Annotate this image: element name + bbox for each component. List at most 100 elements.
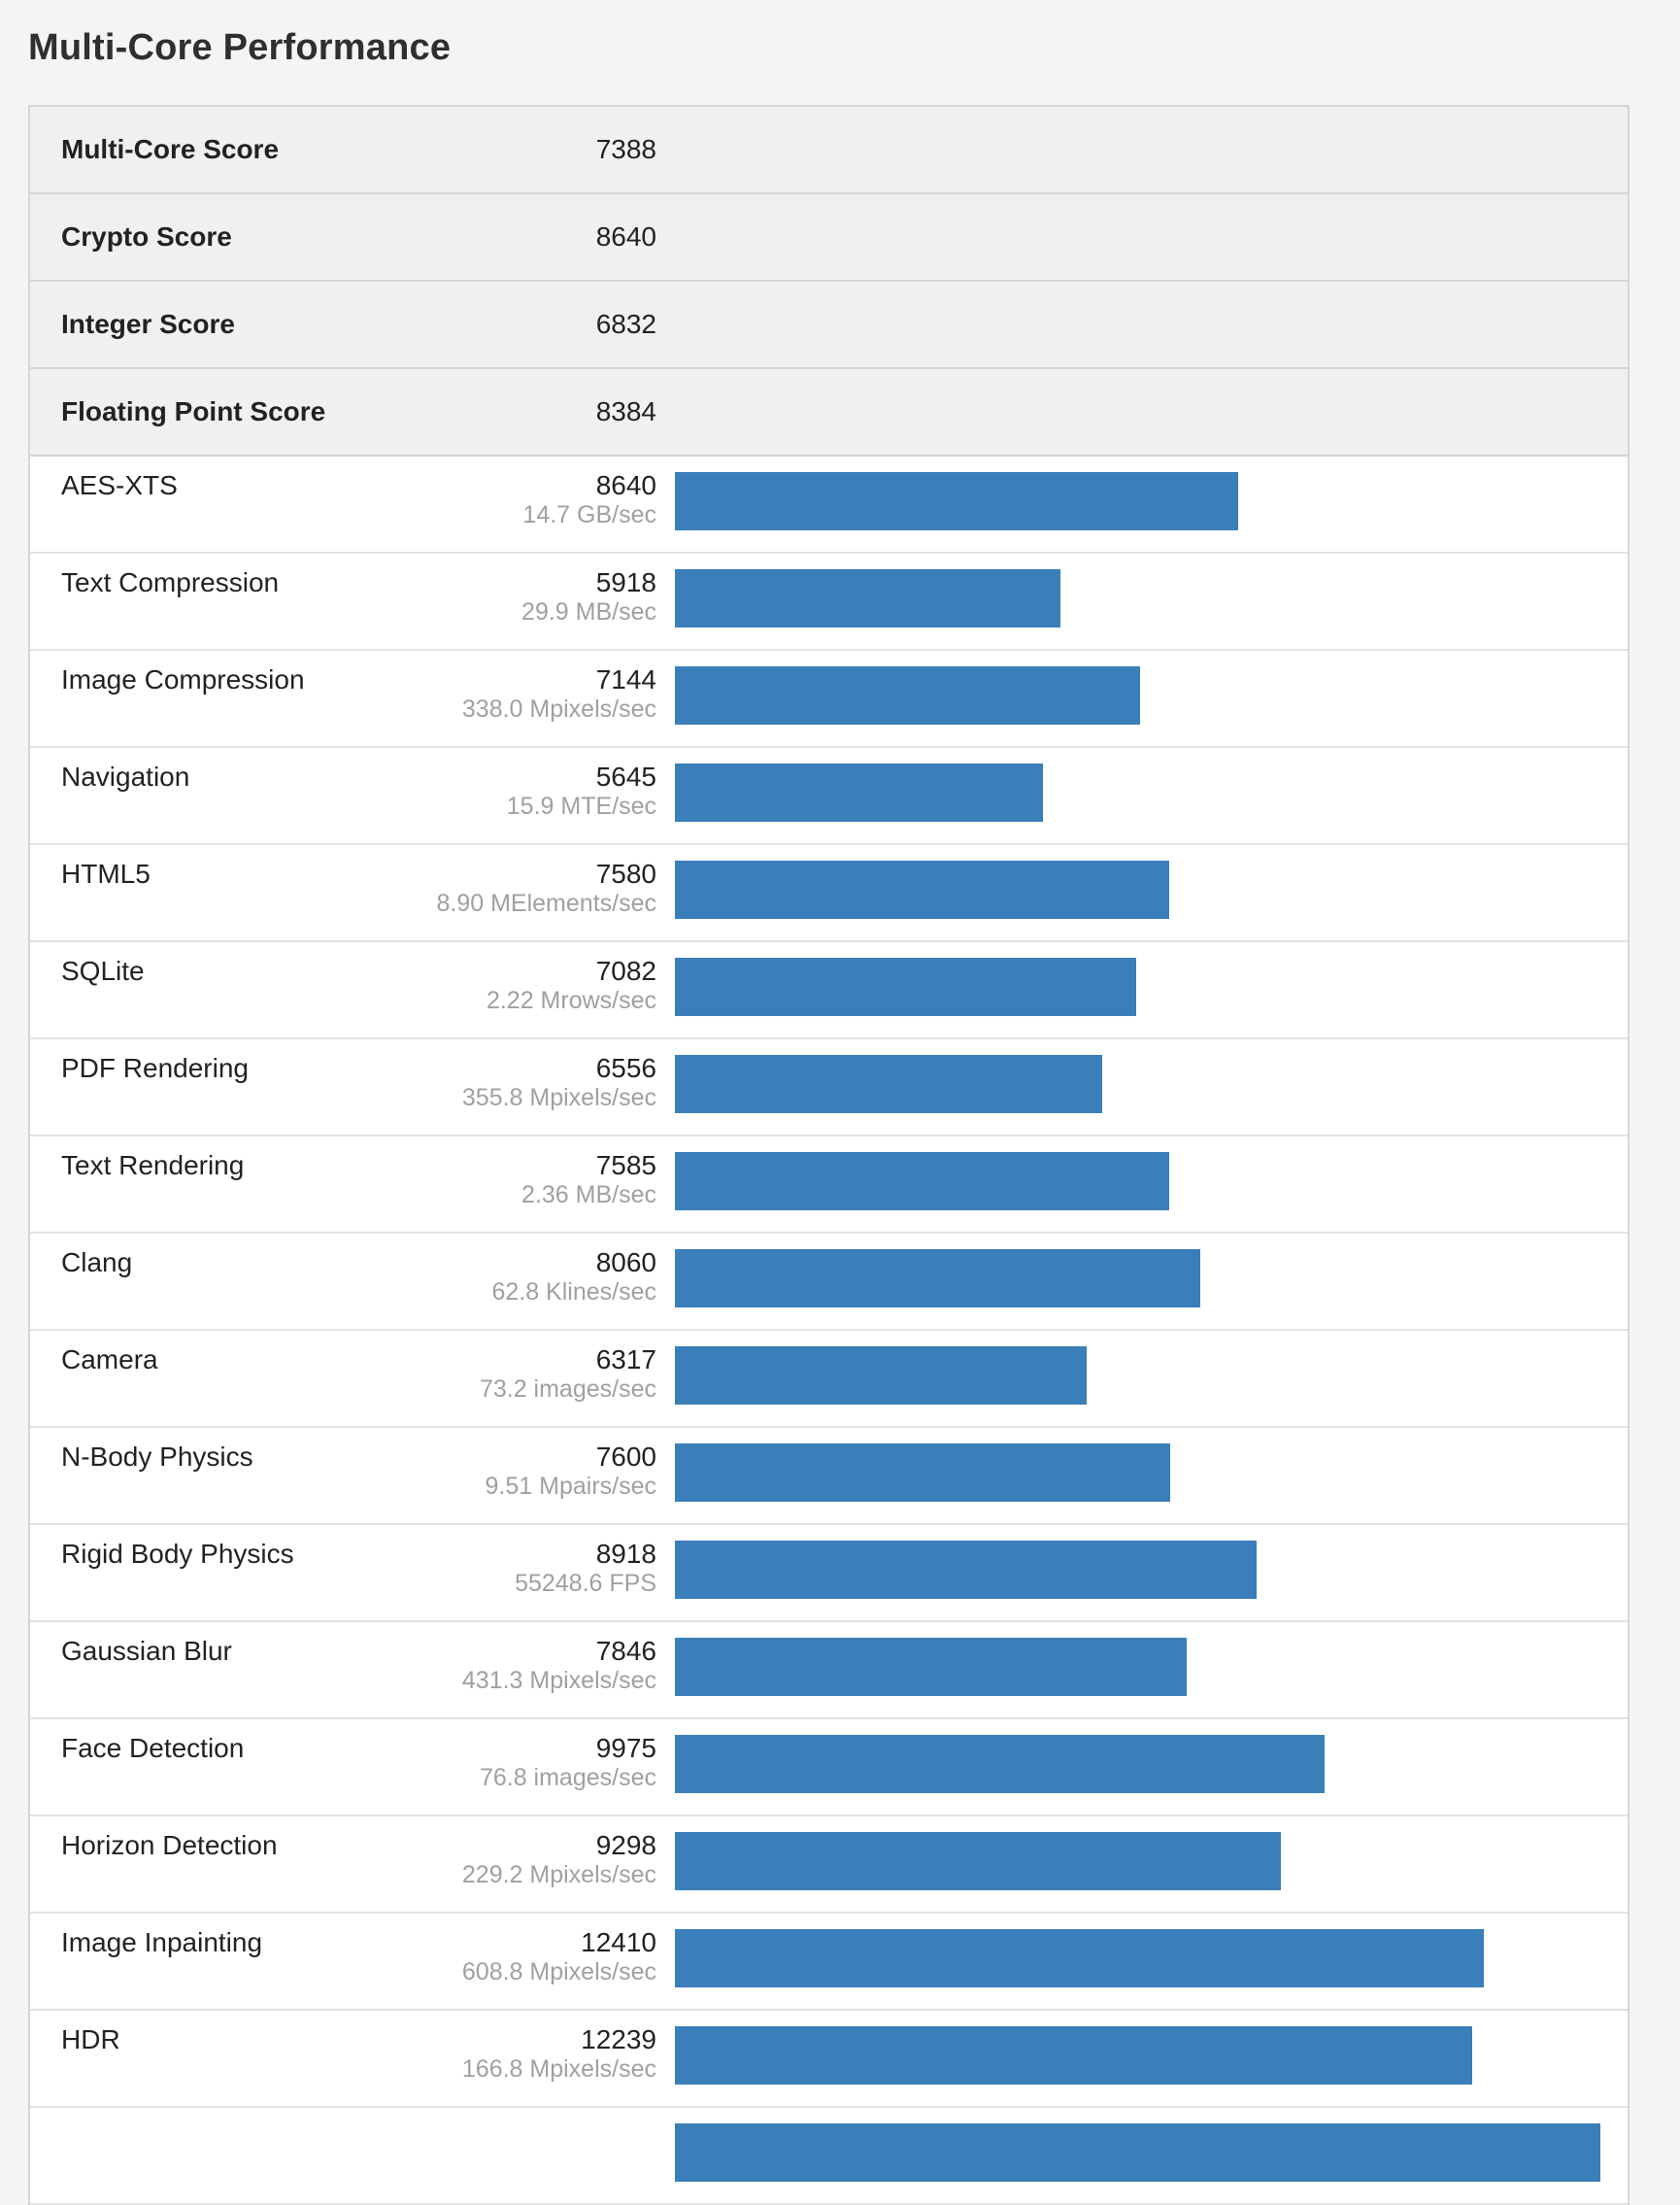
summary-row-floating-point: Floating Point Score 8384 <box>30 369 1628 457</box>
benchmark-throughput: 229.2 Mpixels/sec <box>461 1861 656 1888</box>
benchmark-label: Camera <box>61 1344 158 1374</box>
benchmark-row: HTML5 7580 8.90 MElements/sec <box>30 845 1628 942</box>
benchmark-label: HTML5 <box>61 859 151 889</box>
benchmark-throughput: 355.8 Mpixels/sec <box>461 1084 656 1111</box>
benchmark-score: 8640 <box>595 470 656 500</box>
benchmark-label: Navigation <box>61 762 190 792</box>
benchmark-row: Horizon Detection 9298 229.2 Mpixels/sec <box>30 1816 1628 1914</box>
benchmark-row: HDR 12239 166.8 Mpixels/sec <box>30 2011 1628 2108</box>
summary-value: 6832 <box>595 309 656 339</box>
benchmark-row: Clang 8060 62.8 Klines/sec <box>30 1234 1628 1331</box>
score-bar <box>675 763 1043 822</box>
benchmark-row: Image Compression 7144 338.0 Mpixels/sec <box>30 651 1628 748</box>
benchmark-throughput: 76.8 images/sec <box>479 1764 656 1791</box>
summary-row-crypto: Crypto Score 8640 <box>30 194 1628 282</box>
score-bar <box>675 1832 1281 1890</box>
benchmark-row: Face Detection 9975 76.8 images/sec <box>30 1719 1628 1816</box>
score-bar <box>675 1055 1102 1113</box>
score-bar <box>675 861 1169 919</box>
summary-value: 8384 <box>595 396 656 426</box>
score-bar <box>675 1346 1087 1405</box>
benchmark-score: 9975 <box>595 1733 656 1763</box>
benchmark-label: Rigid Body Physics <box>61 1539 294 1569</box>
benchmark-label: Gaussian Blur <box>61 1636 232 1666</box>
score-bar <box>675 472 1238 530</box>
benchmark-throughput: 15.9 MTE/sec <box>506 793 656 820</box>
benchmark-throughput: 431.3 Mpixels/sec <box>461 1667 656 1694</box>
benchmark-throughput: 14.7 GB/sec <box>522 501 656 528</box>
benchmark-score: 5645 <box>595 762 656 792</box>
score-bar <box>675 1638 1187 1696</box>
benchmark-score: 6317 <box>595 1344 656 1374</box>
score-bar <box>675 958 1136 1016</box>
benchmark-label: Text Compression <box>61 567 280 597</box>
benchmark-row: SQLite 7082 2.22 Mrows/sec <box>30 942 1628 1039</box>
benchmark-label: N-Body Physics <box>61 1442 253 1472</box>
benchmark-row: Text Compression 5918 29.9 MB/sec <box>30 554 1628 651</box>
score-bar <box>675 2123 1600 2182</box>
benchmark-score: 12239 <box>581 2024 656 2054</box>
benchmark-throughput: 2.22 Mrows/sec <box>486 987 656 1014</box>
benchmark-row: AES-XTS 8640 14.7 GB/sec <box>30 457 1628 554</box>
benchmark-label: Face Detection <box>61 1733 245 1763</box>
benchmark-score: 12410 <box>581 1927 656 1957</box>
page-title: Multi-Core Performance <box>28 27 452 68</box>
summary-label: Floating Point Score <box>61 396 326 426</box>
benchmark-label: Image Compression <box>61 664 305 695</box>
benchmark-throughput: 2.36 MB/sec <box>521 1181 656 1208</box>
benchmark-row: N-Body Physics 7600 9.51 Mpairs/sec <box>30 1428 1628 1525</box>
benchmark-row: Camera 6317 73.2 images/sec <box>30 1331 1628 1428</box>
benchmark-row: Gaussian Blur 7846 431.3 Mpixels/sec <box>30 1622 1628 1719</box>
benchmark-throughput: 166.8 Mpixels/sec <box>461 2055 656 2083</box>
benchmark-label: Image Inpainting <box>61 1927 263 1957</box>
benchmark-row: Text Rendering 7585 2.36 MB/sec <box>30 1136 1628 1234</box>
benchmark-score: 6556 <box>595 1053 656 1083</box>
benchmark-throughput: 55248.6 FPS <box>515 1570 656 1597</box>
summary-label: Integer Score <box>61 309 235 339</box>
benchmark-score: 7580 <box>595 859 656 889</box>
summary-value: 8640 <box>595 221 656 252</box>
score-bar <box>675 666 1140 725</box>
benchmark-label: Clang <box>61 1247 133 1277</box>
benchmark-row: Image Inpainting 12410 608.8 Mpixels/sec <box>30 1914 1628 2011</box>
score-bar <box>675 1735 1325 1793</box>
benchmark-label: SQLite <box>61 956 145 986</box>
benchmark-label: AES-XTS <box>61 470 178 500</box>
score-bar <box>675 1443 1170 1502</box>
summary-row-integer: Integer Score 6832 <box>30 282 1628 369</box>
score-bar <box>675 1541 1257 1599</box>
benchmark-score: 7585 <box>595 1150 656 1180</box>
benchmark-label: PDF Rendering <box>61 1053 249 1083</box>
benchmark-score: 8060 <box>595 1247 656 1277</box>
benchmark-throughput: 29.9 MB/sec <box>521 598 656 626</box>
benchmark-throughput: 338.0 Mpixels/sec <box>461 695 656 723</box>
summary-value: 7388 <box>595 134 656 164</box>
benchmark-label: HDR <box>61 2024 120 2054</box>
benchmark-throughput: 608.8 Mpixels/sec <box>461 1958 656 1985</box>
benchmark-label: Text Rendering <box>61 1150 245 1180</box>
benchmark-row: PDF Rendering 6556 355.8 Mpixels/sec <box>30 1039 1628 1136</box>
benchmark-row <box>30 2108 1628 2205</box>
benchmark-score: 5918 <box>595 567 656 597</box>
summary-label: Crypto Score <box>61 221 232 252</box>
benchmark-label: Horizon Detection <box>61 1830 278 1860</box>
benchmark-score: 7144 <box>595 664 656 695</box>
benchmark-list: AES-XTS 8640 14.7 GB/sec Text Compression 59… <box>30 457 1628 2205</box>
benchmark-score: 7600 <box>595 1442 656 1472</box>
benchmark-score: 7082 <box>595 956 656 986</box>
score-bar <box>675 1249 1200 1307</box>
score-bar <box>675 1929 1484 1987</box>
benchmark-throughput: 73.2 images/sec <box>479 1375 656 1403</box>
benchmark-throughput: 8.90 MElements/sec <box>436 890 657 917</box>
results-table: Multi-Core Score 7388 Crypto Score 8640 … <box>28 105 1630 2205</box>
benchmark-row: Navigation 5645 15.9 MTE/sec <box>30 748 1628 845</box>
benchmark-throughput: 62.8 Klines/sec <box>491 1278 656 1306</box>
benchmark-score: 9298 <box>595 1830 656 1860</box>
benchmark-score: 8918 <box>595 1539 656 1569</box>
benchmark-throughput: 9.51 Mpairs/sec <box>485 1473 656 1500</box>
score-bar <box>675 1152 1169 1210</box>
summary-label: Multi-Core Score <box>61 134 280 164</box>
benchmark-row: Rigid Body Physics 8918 55248.6 FPS <box>30 1525 1628 1622</box>
score-bar <box>675 569 1060 628</box>
score-bar <box>675 2026 1472 2085</box>
